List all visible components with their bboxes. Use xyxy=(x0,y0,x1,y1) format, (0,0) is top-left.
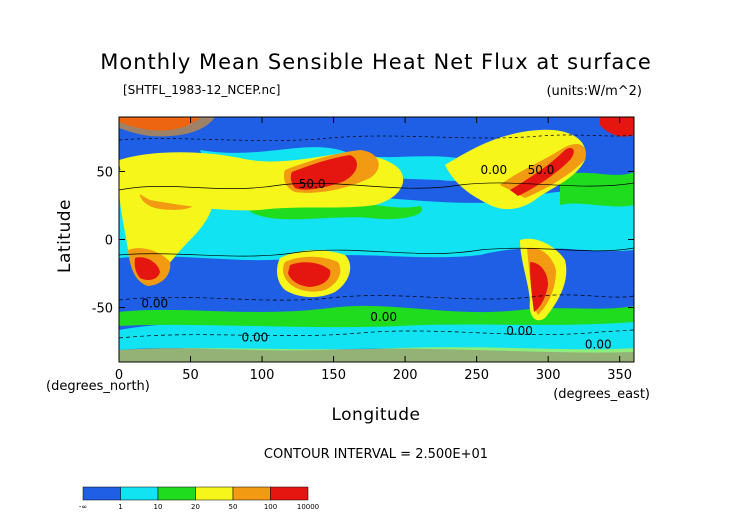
south-america-hot xyxy=(530,262,548,312)
contour-interval-label: CONTOUR INTERVAL = 2.500E+01 xyxy=(264,447,488,462)
legend-swatch xyxy=(270,486,309,501)
legend-tick-label: 10000 xyxy=(297,503,319,511)
contour-line-south xyxy=(119,294,634,301)
south-cyan-band xyxy=(119,320,634,353)
color-legend: -∞ 1 10 20 50 100 10000 xyxy=(79,486,319,511)
legend-swatch xyxy=(82,486,121,501)
contour-labels: 50.0 50.0 0.00 0.00 0.00 0.00 0.00 0.00 xyxy=(141,163,611,351)
map-field xyxy=(119,117,634,362)
contour-line-antarctic xyxy=(119,329,634,339)
legend-tick-label: -∞ xyxy=(79,503,87,511)
contour-label: 0.00 xyxy=(585,337,612,351)
contour-line-arctic xyxy=(119,134,634,141)
contour-label: 0.00 xyxy=(480,163,507,177)
y-tick-label: 0 xyxy=(105,234,113,249)
legend-swatch xyxy=(195,486,234,501)
contour-label: 50.0 xyxy=(299,177,326,191)
australia-hot xyxy=(288,262,331,287)
chart-title: Monthly Mean Sensible Heat Net Flux at s… xyxy=(100,50,652,74)
legend-tick-label: 50 xyxy=(229,503,238,511)
southern-green-patch xyxy=(119,305,634,328)
x-tick-label: 50 xyxy=(182,368,199,383)
legend-swatch xyxy=(232,486,271,501)
x-tick-label: 150 xyxy=(321,368,346,383)
y-tick-label: 50 xyxy=(96,165,113,180)
north-america-hot xyxy=(510,148,574,196)
y-tick-label: -50 xyxy=(92,302,113,317)
x-tick-label: 300 xyxy=(536,368,561,383)
africa-hot xyxy=(134,257,160,280)
contour-label: 0.00 xyxy=(242,331,269,345)
arctic-hot-east xyxy=(600,117,634,137)
legend-swatch xyxy=(157,486,196,501)
contour-line-tropics xyxy=(119,247,634,257)
contour-label: 0.00 xyxy=(506,324,533,338)
atlantic-green-patch xyxy=(560,172,634,207)
asia-hot xyxy=(290,155,357,190)
y-axis-label: Latitude xyxy=(55,199,75,273)
x-axis-label: Longitude xyxy=(331,405,420,425)
legend-tick-label: 100 xyxy=(264,503,277,511)
legend-tick-label: 10 xyxy=(154,503,163,511)
legend-tick-label: 1 xyxy=(118,503,122,511)
y-units-label: (degrees_north) xyxy=(46,379,150,394)
x-axis-ticks: 0 50 100 150 200 250 300 350 xyxy=(115,117,632,383)
contour-label: 0.00 xyxy=(370,310,397,324)
north-america-landmass xyxy=(445,129,586,210)
x-tick-label: 0 xyxy=(115,368,123,383)
x-tick-label: 200 xyxy=(393,368,418,383)
x-units-label: (degrees_east) xyxy=(553,387,650,402)
y-axis-ticks: -50 0 50 xyxy=(92,165,634,317)
contour-label: 0.00 xyxy=(141,297,168,311)
x-tick-label: 250 xyxy=(464,368,489,383)
units-label: (units:W/m^2) xyxy=(546,84,642,99)
file-label: [SHTFL_1983-12_NCEP.nc] xyxy=(123,83,280,97)
legend-tick-label: 20 xyxy=(191,503,200,511)
antarctic-band xyxy=(119,347,634,362)
x-tick-label: 350 xyxy=(607,368,632,383)
legend-swatch xyxy=(120,486,159,501)
x-tick-label: 100 xyxy=(250,368,275,383)
contour-line-north xyxy=(119,182,634,191)
contour-label: 50.0 xyxy=(528,163,555,177)
